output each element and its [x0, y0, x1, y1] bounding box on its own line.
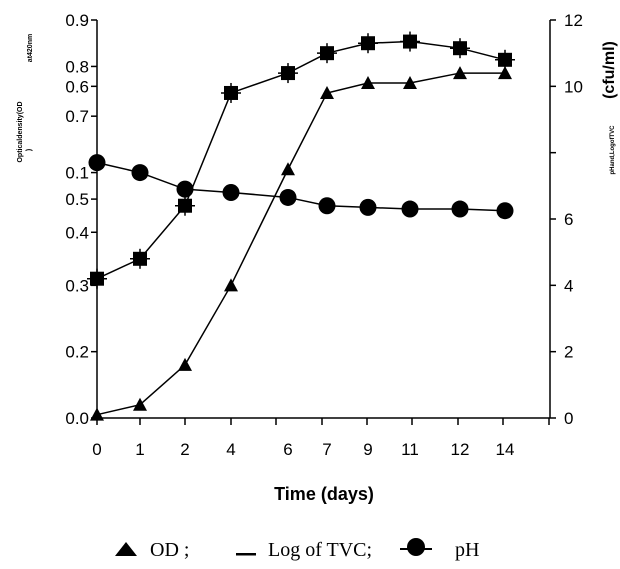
legend-od-label: OD ; — [150, 539, 189, 561]
x-tick-label: 14 — [496, 440, 515, 459]
log-of-tvc-point — [221, 82, 241, 103]
ph-point — [222, 183, 240, 201]
right-axis-small-label: pHand,LogofTVC — [610, 125, 616, 175]
od-line — [96, 72, 505, 416]
right-tick-label: 10 — [564, 77, 583, 96]
left-tick-label: 0.2 — [65, 343, 89, 362]
od-point — [281, 162, 295, 176]
left-tick-label: 0.0 — [65, 409, 89, 428]
left-tick-label: 0.1 — [65, 164, 89, 183]
ph-point — [451, 200, 469, 218]
od-point — [133, 397, 147, 411]
x-tick-label: 11 — [401, 440, 419, 459]
left-axis-subscript: at420nm — [27, 34, 34, 62]
legend-tvc-label: Log of TVC; — [268, 539, 372, 561]
x-tick-label: 4 — [226, 440, 235, 459]
x-tick-label: 1 — [135, 440, 144, 459]
log-of-tvc-point — [495, 49, 515, 70]
right-tick-label: 2 — [564, 343, 573, 362]
log-of-tvc-line — [96, 40, 506, 280]
od-point — [453, 66, 467, 80]
ph-point — [176, 180, 194, 198]
left-tick-label: 0.5 — [65, 190, 89, 209]
ph-point — [496, 202, 514, 220]
axis-labels: Time (days) (cfu/ml) pHand,LogofTVC Opti… — [17, 34, 618, 504]
right-tick-label: 6 — [564, 210, 573, 229]
x-tick-label: 6 — [283, 440, 292, 459]
log-of-tvc-point — [175, 195, 195, 216]
ph-point — [359, 198, 377, 216]
od-point — [320, 85, 334, 99]
ph-point — [88, 154, 106, 172]
ph-point — [401, 200, 419, 218]
left-axis-title-paren: ) — [26, 149, 33, 151]
od-point — [90, 407, 104, 421]
ph-point — [279, 188, 297, 206]
right-tick-label: 12 — [564, 11, 583, 30]
left-tick-label: 0.6 — [65, 77, 89, 96]
od-point — [361, 76, 375, 90]
left-tick-label: 0.9 — [65, 11, 89, 30]
od-point — [498, 66, 512, 80]
log-of-tvc-point — [87, 268, 107, 289]
log-of-tvc-point — [450, 38, 470, 59]
left-tick-label: 0.8 — [65, 57, 89, 76]
legend-ph-marker — [400, 538, 432, 556]
series-layer — [87, 31, 515, 421]
log-of-tvc-point — [278, 63, 298, 84]
x-tick-label: 0 — [92, 440, 101, 459]
log-of-tvc-point — [358, 33, 378, 54]
log-of-tvc-point — [317, 43, 337, 64]
od-point — [224, 278, 238, 292]
left-tick-label: 0.7 — [65, 107, 89, 126]
right-axis-title: (cfu/ml) — [601, 41, 618, 99]
legend-od-marker — [115, 542, 137, 556]
od-point — [178, 357, 192, 371]
legend-ph-label: pH — [455, 539, 479, 561]
legend: OD ; Log of TVC; pH — [115, 538, 479, 561]
log-of-tvc-point — [130, 248, 150, 269]
od-point — [403, 76, 417, 90]
right-tick-label: 4 — [564, 276, 573, 295]
ph-line — [96, 161, 506, 212]
legend-tvc-marker — [236, 553, 256, 556]
ph-point — [318, 197, 336, 215]
x-axis-title: Time (days) — [274, 484, 374, 504]
left-tick-label: 0.3 — [65, 276, 89, 295]
x-tick-label: 9 — [363, 440, 372, 459]
x-tick-label: 2 — [180, 440, 189, 459]
x-tick-label: 7 — [322, 440, 331, 459]
x-tick-label: 12 — [451, 440, 470, 459]
right-tick-label: 0 — [564, 409, 573, 428]
left-axis-title: Opticaldensity(OD — [17, 101, 24, 162]
ph-point — [131, 164, 149, 182]
log-of-tvc-point — [400, 31, 420, 52]
left-tick-label: 0.4 — [65, 223, 89, 242]
